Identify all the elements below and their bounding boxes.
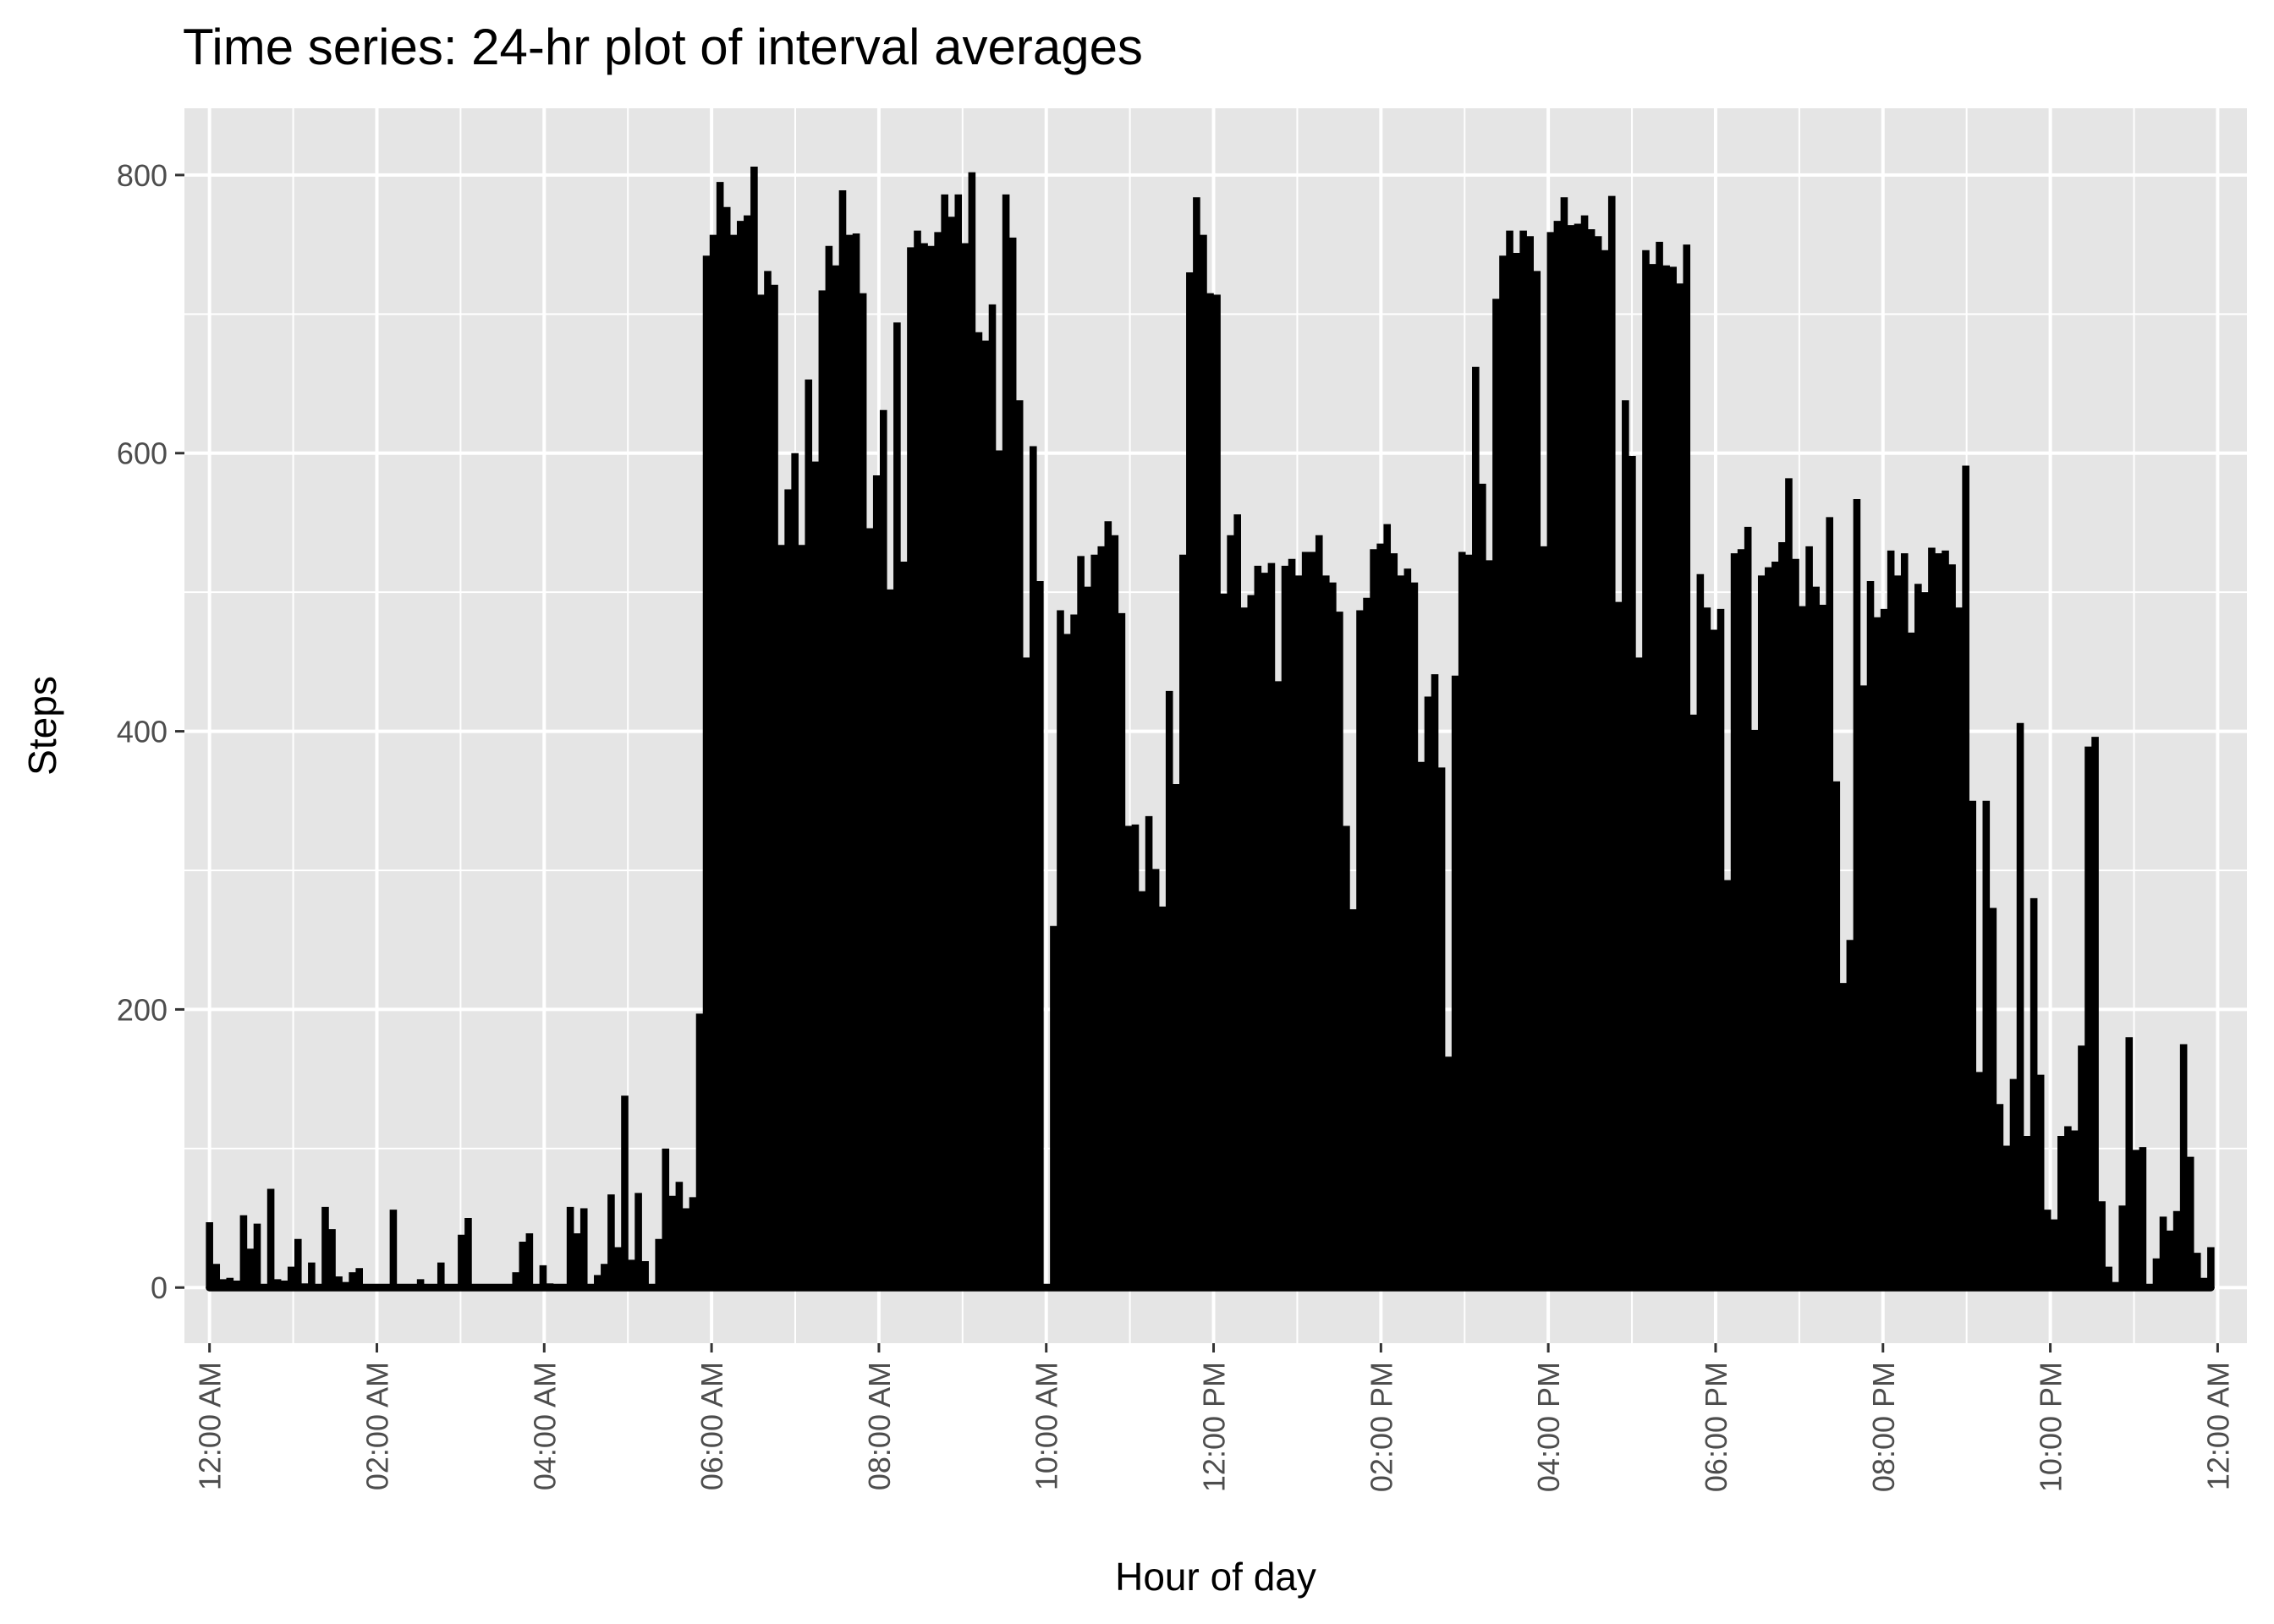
y-tick-label: 200 (117, 992, 168, 1027)
y-axis: 0 200 400 600 800 (117, 158, 184, 1305)
x-tick-label: 02:00 PM (1364, 1362, 1398, 1492)
x-tick-label: 12:00 AM (2200, 1362, 2235, 1490)
x-tick-label: 08:00 AM (862, 1362, 897, 1490)
y-tick-label: 800 (117, 158, 168, 193)
x-tick-label: 02:00 AM (360, 1362, 394, 1490)
y-axis-title: Steps (20, 676, 64, 776)
x-axis: 12:00 AM 02:00 AM 04:00 AM 06:00 AM 08:00 AM… (193, 1343, 2235, 1492)
y-tick-label: 600 (117, 436, 168, 471)
x-tick-label: 06:00 PM (1699, 1362, 1733, 1492)
x-tick-label: 08:00 PM (1866, 1362, 1901, 1492)
y-tick-label: 400 (117, 715, 168, 749)
x-tick-label: 06:00 AM (695, 1362, 729, 1490)
x-tick-label: 12:00 PM (1197, 1362, 1232, 1492)
series-steps (206, 167, 2215, 1292)
x-tick-label: 10:00 PM (2034, 1362, 2068, 1492)
x-tick-label: 10:00 AM (1030, 1362, 1064, 1490)
x-tick-label: 12:00 AM (193, 1362, 228, 1490)
x-tick-label: 04:00 AM (527, 1362, 562, 1490)
chart-title: Time series: 24-hr plot of interval aver… (183, 19, 1143, 75)
x-tick-label: 04:00 PM (1531, 1362, 1566, 1492)
x-axis-title: Hour of day (1115, 1555, 1316, 1599)
y-tick-label: 0 (151, 1270, 168, 1305)
